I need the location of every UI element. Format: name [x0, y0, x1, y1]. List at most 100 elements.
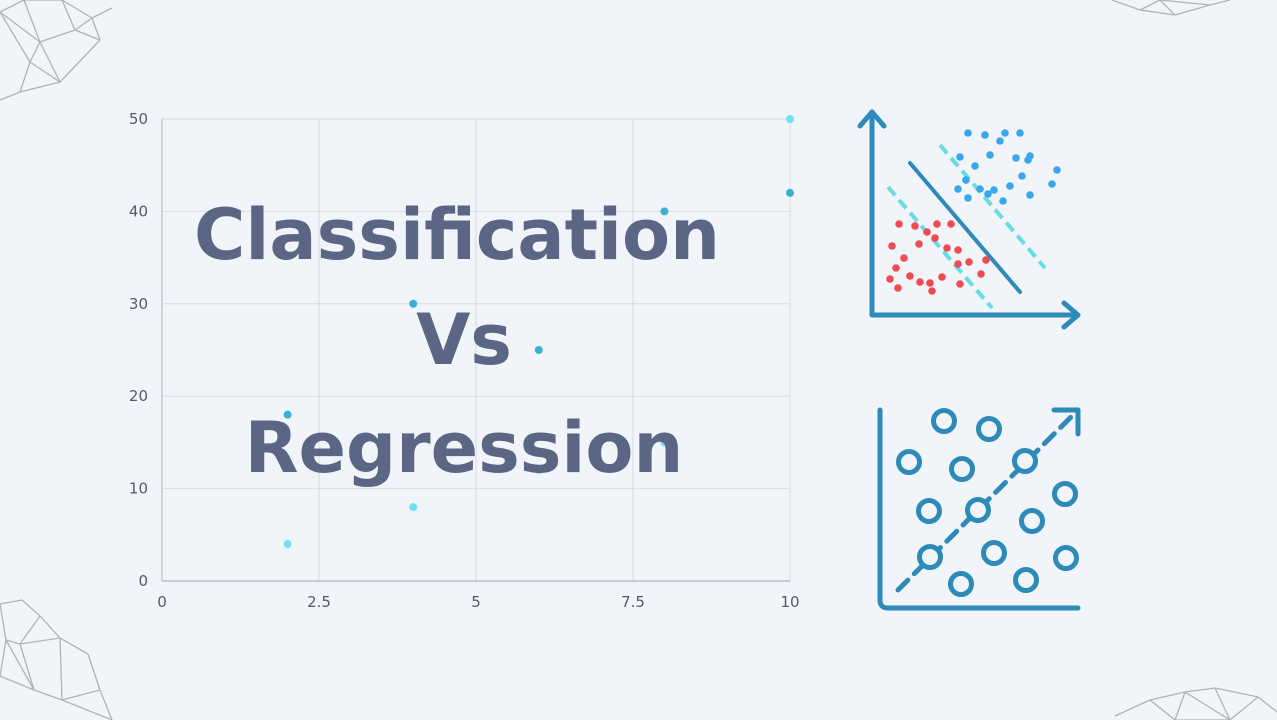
mesh-edge: [59, 39, 101, 83]
chart-axes: [161, 119, 790, 582]
regression-ring: [949, 456, 975, 482]
x-tick-label: 0: [157, 593, 167, 611]
mesh-edge: [19, 643, 35, 691]
classification-x-arrowhead: [1061, 300, 1081, 330]
data-point: [534, 346, 543, 354]
class-b-dot: [1006, 182, 1014, 190]
mesh-edge: [74, 29, 101, 41]
class-a-dot: [965, 258, 973, 266]
regression-ring: [965, 497, 991, 523]
class-a-dot: [900, 254, 908, 262]
mesh-edge: [29, 61, 61, 83]
mesh-edge: [1174, 4, 1211, 16]
title-line-2: Vs: [416, 299, 512, 381]
mesh-edge: [1139, 9, 1176, 16]
data-point: [409, 503, 418, 512]
class-b-dot: [999, 197, 1007, 205]
chart-tick-labels: 0 2.5 5 7.5 10 0 10 20 30 40 50: [129, 110, 800, 611]
class-a-dot: [928, 287, 936, 295]
class-a-dot: [977, 270, 985, 278]
regression-ring: [1053, 545, 1079, 571]
mesh-edge: [1184, 691, 1231, 720]
regression-points: [896, 408, 1079, 597]
mesh-edge: [1174, 691, 1186, 720]
mesh-edge: [87, 653, 101, 691]
mesh-edge: [1214, 687, 1231, 720]
class-a-dot: [943, 244, 951, 252]
regression-ring: [1013, 567, 1039, 593]
y-tick-label: 40: [129, 202, 148, 220]
mesh-edge: [19, 615, 41, 645]
mesh-edge: [21, 599, 41, 617]
mesh-edge: [59, 637, 89, 655]
class-b-dot: [971, 162, 979, 170]
scatter-chart: 0 2.5 5 7.5 10 0 10 20 30 40 50: [129, 110, 800, 611]
class-b-dot: [1016, 129, 1024, 137]
mesh-edge: [19, 81, 61, 93]
chart-points: [283, 115, 794, 549]
title-line-3: Regression: [245, 407, 684, 489]
class-b-dot: [986, 151, 994, 159]
class-b-dot: [1026, 152, 1034, 160]
regression-ring: [916, 498, 942, 524]
class-b-dot: [981, 131, 989, 139]
slide-title: Classification Vs Regression: [194, 194, 720, 489]
regression-ring: [981, 540, 1007, 566]
mesh-edge: [1229, 696, 1259, 720]
class-b-dot: [1012, 154, 1020, 162]
y-tick-label: 0: [138, 572, 148, 590]
regression-trend-icon: [877, 407, 1081, 611]
data-point: [283, 540, 292, 549]
x-tick-label: 7.5: [621, 593, 645, 611]
mesh-edge: [91, 17, 101, 41]
mesh-edge: [1114, 699, 1151, 717]
title-line-1: Classification: [194, 194, 720, 276]
class-a-dot: [926, 279, 934, 287]
mesh-edge: [1159, 0, 1211, 6]
mesh-edge: [91, 7, 113, 19]
class-a-dot: [915, 240, 923, 248]
class-a-dot: [916, 278, 924, 286]
class-a-dot: [886, 275, 894, 283]
class-b-dot: [1018, 172, 1026, 180]
regression-axes: [877, 407, 1081, 611]
data-point: [534, 466, 543, 475]
data-point: [786, 115, 794, 123]
class-a-dot: [982, 256, 990, 264]
mesh-edge: [29, 41, 41, 63]
mesh-edge: [0, 675, 35, 691]
data-point: [660, 207, 669, 216]
mesh-edge: [1149, 691, 1186, 701]
class-a-dot: [954, 246, 962, 254]
mesh-edge: [19, 637, 61, 645]
class-b-dot: [1001, 129, 1009, 137]
mesh-edge: [19, 61, 31, 93]
classification-scatter-icon: [857, 109, 1081, 330]
class-b-dot: [1048, 180, 1056, 188]
class-a-dot: [923, 228, 931, 236]
class-a-dot: [892, 264, 900, 272]
margin-line-lower: [886, 185, 994, 310]
class-a-dot: [933, 220, 941, 228]
regression-ring: [976, 416, 1002, 442]
mesh-edge: [1139, 0, 1161, 11]
y-tick-label: 10: [129, 480, 148, 498]
mesh-edge: [0, 603, 7, 641]
mesh-edge: [5, 639, 21, 645]
margin-line-upper: [938, 143, 1047, 270]
mesh-edge: [0, 639, 7, 677]
mesh-edge: [99, 689, 113, 720]
class-b-dot: [954, 185, 962, 193]
mesh-edge: [1209, 0, 1231, 6]
mesh-edge: [1159, 0, 1176, 16]
y-tick-label: 20: [129, 387, 148, 405]
class-b-dot: [962, 176, 970, 184]
mesh-edge: [23, 0, 41, 43]
mesh-edge: [61, 699, 113, 720]
class-a-dot: [888, 242, 896, 250]
mesh-edge: [0, 11, 41, 43]
x-tick-label: 2.5: [307, 593, 331, 611]
data-point: [786, 188, 794, 197]
